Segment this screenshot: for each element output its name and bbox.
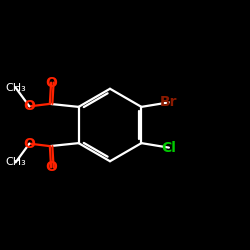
Text: O: O [24, 136, 35, 150]
Text: O: O [24, 99, 35, 114]
Text: O: O [45, 160, 57, 174]
Text: CH₃: CH₃ [5, 158, 26, 168]
Text: CH₃: CH₃ [5, 82, 26, 92]
Text: Br: Br [160, 95, 178, 110]
Text: Cl: Cl [162, 140, 176, 154]
Text: O: O [45, 76, 57, 90]
